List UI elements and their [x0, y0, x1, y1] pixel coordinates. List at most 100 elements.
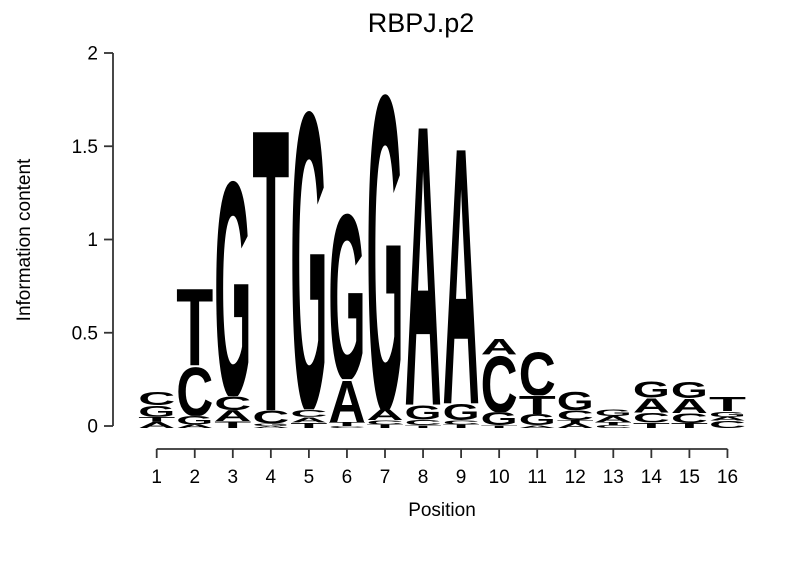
y-tick-label: 1.5	[72, 137, 98, 158]
logo-letter-glyph: A	[138, 420, 175, 430]
x-tick-label: 3	[228, 467, 239, 488]
logo-letter-glyph: A	[443, 71, 480, 482]
logo-letter-glyph: C	[138, 389, 175, 410]
logo-letter-C: C	[557, 410, 594, 420]
logo-letter-G: G	[595, 409, 632, 416]
logo-letter-T: T	[633, 422, 670, 428]
logo-letter-C: C	[443, 419, 480, 425]
logo-letter-glyph: C	[709, 418, 746, 430]
logo-letter-glyph: C	[405, 418, 442, 427]
logo-letter-G: G	[519, 412, 556, 430]
logo-letter-A: A	[252, 426, 289, 429]
y-axis-title: Information content	[14, 158, 35, 321]
logo-letter-T: T	[138, 416, 175, 424]
logo-letter-A: A	[481, 335, 518, 360]
logo-letter-glyph: T	[671, 422, 708, 430]
logo-letter-glyph: A	[709, 416, 746, 422]
logo-letter-glyph: G	[252, 423, 289, 427]
logo-letter-C: C	[290, 407, 327, 419]
chart-title: RBPJ.p2	[368, 8, 475, 38]
logo-letter-glyph: T	[519, 390, 557, 419]
x-axis-title: Position	[408, 500, 476, 521]
logo-letter-C: C	[671, 411, 708, 426]
logo-letter-C: C	[519, 351, 556, 396]
logo-letter-glyph: G	[709, 410, 746, 419]
logo-letter-glyph: G	[557, 387, 594, 416]
logo-letter-glyph: T	[176, 268, 213, 390]
logo-letter-G: G	[633, 376, 670, 402]
logo-letter-A: A	[633, 398, 670, 413]
logo-letter-glyph: C	[443, 419, 480, 425]
logo-letter-glyph: C	[290, 407, 327, 419]
logo-letter-A: A	[214, 407, 251, 424]
logo-letter-A: A	[557, 422, 594, 430]
logo-letter-glyph: C	[633, 410, 670, 425]
logo-letter-glyph: A	[481, 335, 518, 360]
logo-letter-T: T	[328, 422, 365, 426]
logo-letter-C: C	[138, 389, 175, 410]
logo-letter-G: G	[252, 423, 289, 427]
logo-letter-T: T	[176, 268, 213, 390]
x-axis: 1 2 3 4 5 6 7 8 9 10 11 12 13 14 15 16	[151, 448, 738, 488]
y-tick-label: 0.5	[72, 323, 98, 344]
x-tick-label: 14	[641, 467, 663, 488]
x-tick-label: 1	[151, 467, 162, 488]
logo-letter-glyph: C	[595, 424, 632, 429]
logo-letter-glyph: G	[443, 399, 480, 425]
logo-letter-glyph: A	[214, 407, 251, 424]
logo-letter-glyph: T	[405, 424, 442, 428]
logo-letter-glyph: G	[633, 376, 670, 402]
x-tick-label: 15	[679, 467, 700, 488]
logo-letter-C: C	[176, 352, 213, 431]
logo-letter-T: T	[709, 396, 746, 411]
logo-letter-glyph: T	[138, 416, 175, 424]
logo-letter-glyph: A	[176, 423, 213, 429]
logo-letter-glyph: C	[328, 426, 365, 429]
logo-letter-A: A	[176, 423, 213, 429]
logo-letter-C: C	[481, 340, 518, 430]
logo-letter-C: C	[709, 418, 746, 430]
logo-letter-C: C	[367, 420, 404, 424]
logo-letter-A: A	[709, 416, 746, 422]
logo-letter-G: G	[709, 410, 746, 419]
logo-letter-G: G	[328, 208, 365, 379]
logo-letter-A: A	[405, 116, 442, 405]
logo-letter-glyph: G	[519, 412, 556, 430]
logo-letter-glyph: T	[481, 424, 518, 428]
x-tick-label: 2	[189, 467, 200, 488]
logo-letter-G: G	[214, 117, 251, 462]
logo-letter-glyph: A	[328, 368, 365, 435]
logo-letter-A: A	[671, 398, 708, 413]
logo-letter-glyph: G	[405, 402, 442, 425]
logo-letter-T: T	[595, 422, 632, 425]
logo-letter-glyph: A	[367, 406, 404, 424]
logo-letter-glyph: G	[214, 117, 251, 462]
x-tick-label: 6	[342, 467, 353, 488]
logo-letter-G: G	[671, 377, 708, 403]
logo-letter-glyph: A	[252, 426, 289, 429]
logo-letter-glyph: G	[671, 377, 708, 403]
logo-letter-glyph: T	[443, 423, 480, 429]
logo-letter-glyph: C	[176, 352, 213, 431]
logo-letter-A: A	[595, 416, 632, 422]
logo-letter-glyph: C	[671, 411, 708, 426]
logo-letter-glyph: C	[214, 393, 251, 415]
logo-letter-glyph: C	[481, 340, 518, 430]
x-tick-label: 12	[565, 467, 586, 488]
logo-letter-T: T	[367, 424, 404, 428]
x-tick-label: 11	[527, 467, 547, 488]
logo-letter-C: C	[252, 410, 289, 423]
logo-letter-C: C	[595, 424, 632, 429]
logo-letter-glyph: T	[557, 419, 594, 424]
logo-letter-A: A	[367, 406, 404, 424]
x-tick-label: 10	[489, 467, 510, 488]
logo-letter-A: A	[290, 417, 327, 423]
logo-letter-glyph: G	[367, 2, 404, 505]
logo-letter-glyph: G	[176, 414, 213, 427]
logo-letter-G: G	[557, 387, 594, 416]
logo-letter-glyph: G	[138, 403, 175, 421]
logo-letter-glyph: A	[557, 422, 594, 430]
logo-letter-G: G	[176, 414, 213, 427]
y-tick-label: 0	[87, 417, 98, 438]
